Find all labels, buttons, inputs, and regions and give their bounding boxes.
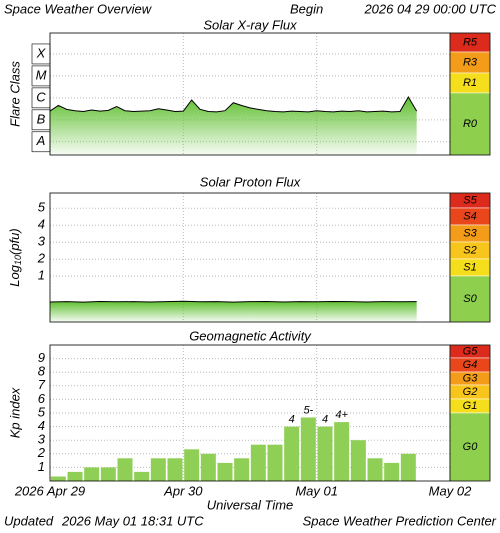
scale-label: S1 bbox=[463, 261, 476, 273]
scale-label: S0 bbox=[463, 293, 477, 305]
bar bbox=[234, 458, 250, 481]
page-title: Space Weather Overview bbox=[4, 1, 153, 16]
bar bbox=[84, 467, 100, 481]
bar bbox=[167, 458, 183, 481]
scale-label: S3 bbox=[463, 227, 477, 239]
begin-time: 2026 04 29 00:00 UTC bbox=[363, 1, 496, 16]
y-tick-label: M bbox=[36, 67, 47, 82]
bar bbox=[350, 440, 366, 481]
x-tick-label: 2026 Apr 29 bbox=[14, 483, 85, 498]
scale-label: S2 bbox=[463, 244, 476, 256]
scale-border bbox=[449, 192, 491, 323]
y-tick-label: A bbox=[36, 133, 46, 148]
bar bbox=[134, 471, 150, 481]
flux-line bbox=[49, 95, 418, 113]
bar bbox=[150, 458, 166, 481]
y-tick-label: 8 bbox=[38, 364, 46, 379]
value-label: 4 bbox=[322, 414, 328, 426]
bar bbox=[217, 462, 233, 481]
scale-label: G4 bbox=[463, 359, 478, 371]
y-tick-label: 1 bbox=[38, 268, 45, 283]
scale-band bbox=[449, 275, 491, 323]
y-tick-label: 5 bbox=[38, 200, 46, 215]
value-label: 4 bbox=[289, 414, 295, 426]
bar bbox=[367, 458, 383, 481]
bar bbox=[250, 444, 266, 481]
panel-title: Solar X-ray Flux bbox=[203, 17, 297, 32]
bar bbox=[284, 426, 300, 481]
bar bbox=[267, 444, 283, 481]
scale-label: R5 bbox=[463, 36, 478, 48]
bar bbox=[400, 453, 416, 481]
bar bbox=[184, 449, 200, 481]
y-tick-label: C bbox=[36, 89, 46, 104]
y-tick-label: 6 bbox=[38, 391, 46, 406]
x-tick-label: Apr 30 bbox=[163, 483, 203, 498]
updated-time: 2026 May 01 18:31 UTC bbox=[61, 513, 204, 528]
y-tick-label: 7 bbox=[38, 377, 46, 392]
y-axis-label: Flare Class bbox=[7, 61, 22, 127]
y-tick-label: 9 bbox=[38, 350, 45, 365]
bar bbox=[67, 471, 83, 481]
y-axis-label: Log10(pfu) bbox=[7, 228, 23, 286]
panel-title: Solar Proton Flux bbox=[200, 174, 301, 189]
x-tick-label: May 01 bbox=[295, 483, 338, 498]
scale-label: G5 bbox=[463, 345, 479, 357]
y-axis-label: Kp index bbox=[7, 387, 22, 438]
scale-label: R1 bbox=[463, 77, 477, 89]
bar bbox=[100, 467, 116, 481]
scale-label: G1 bbox=[463, 400, 478, 412]
y-tick-label: 1 bbox=[38, 459, 45, 474]
scale-label: S5 bbox=[463, 194, 477, 206]
bar bbox=[50, 476, 66, 481]
scale-label: R3 bbox=[463, 56, 478, 68]
bar bbox=[334, 422, 350, 481]
y-tick-label: 3 bbox=[38, 432, 46, 447]
scale-border bbox=[449, 344, 491, 482]
bar bbox=[384, 462, 400, 481]
y-tick-label: 4 bbox=[38, 217, 45, 232]
begin-label: Begin bbox=[290, 1, 323, 16]
value-label: 5- bbox=[303, 404, 313, 416]
y-tick-label: X bbox=[36, 45, 47, 60]
scale-label: G3 bbox=[463, 372, 479, 384]
y-axis-label-base: Log bbox=[7, 264, 22, 286]
bar bbox=[117, 458, 133, 481]
panel-title: Geomagnetic Activity bbox=[189, 328, 312, 343]
y-tick-label: 4 bbox=[38, 418, 45, 433]
y-tick-label: 2 bbox=[37, 445, 46, 460]
scale-label: S4 bbox=[463, 210, 476, 222]
scale-label: G0 bbox=[463, 441, 479, 453]
x-axis-label: Universal Time bbox=[207, 497, 294, 512]
x-tick-label: May 02 bbox=[429, 483, 472, 498]
flux-area bbox=[50, 301, 417, 322]
y-axis-label-unit: (pfu) bbox=[7, 228, 22, 255]
y-axis-label-sub: 10 bbox=[13, 255, 23, 265]
credit: Space Weather Prediction Center bbox=[303, 513, 497, 528]
flux-line bbox=[49, 300, 417, 303]
scale-label: G2 bbox=[463, 386, 478, 398]
y-tick-label: 5 bbox=[38, 404, 46, 419]
plot-area bbox=[50, 193, 450, 322]
bar bbox=[300, 417, 316, 481]
bar bbox=[317, 426, 333, 481]
value-label: 4+ bbox=[335, 409, 348, 421]
y-tick-label: B bbox=[37, 111, 46, 126]
y-tick-label: 3 bbox=[38, 234, 46, 249]
updated-label: Updated bbox=[4, 513, 54, 528]
scale-band bbox=[449, 412, 491, 482]
scale-label: R0 bbox=[463, 118, 478, 130]
bar bbox=[200, 453, 216, 481]
y-tick-label: 2 bbox=[37, 251, 46, 266]
scale-border bbox=[449, 32, 491, 156]
